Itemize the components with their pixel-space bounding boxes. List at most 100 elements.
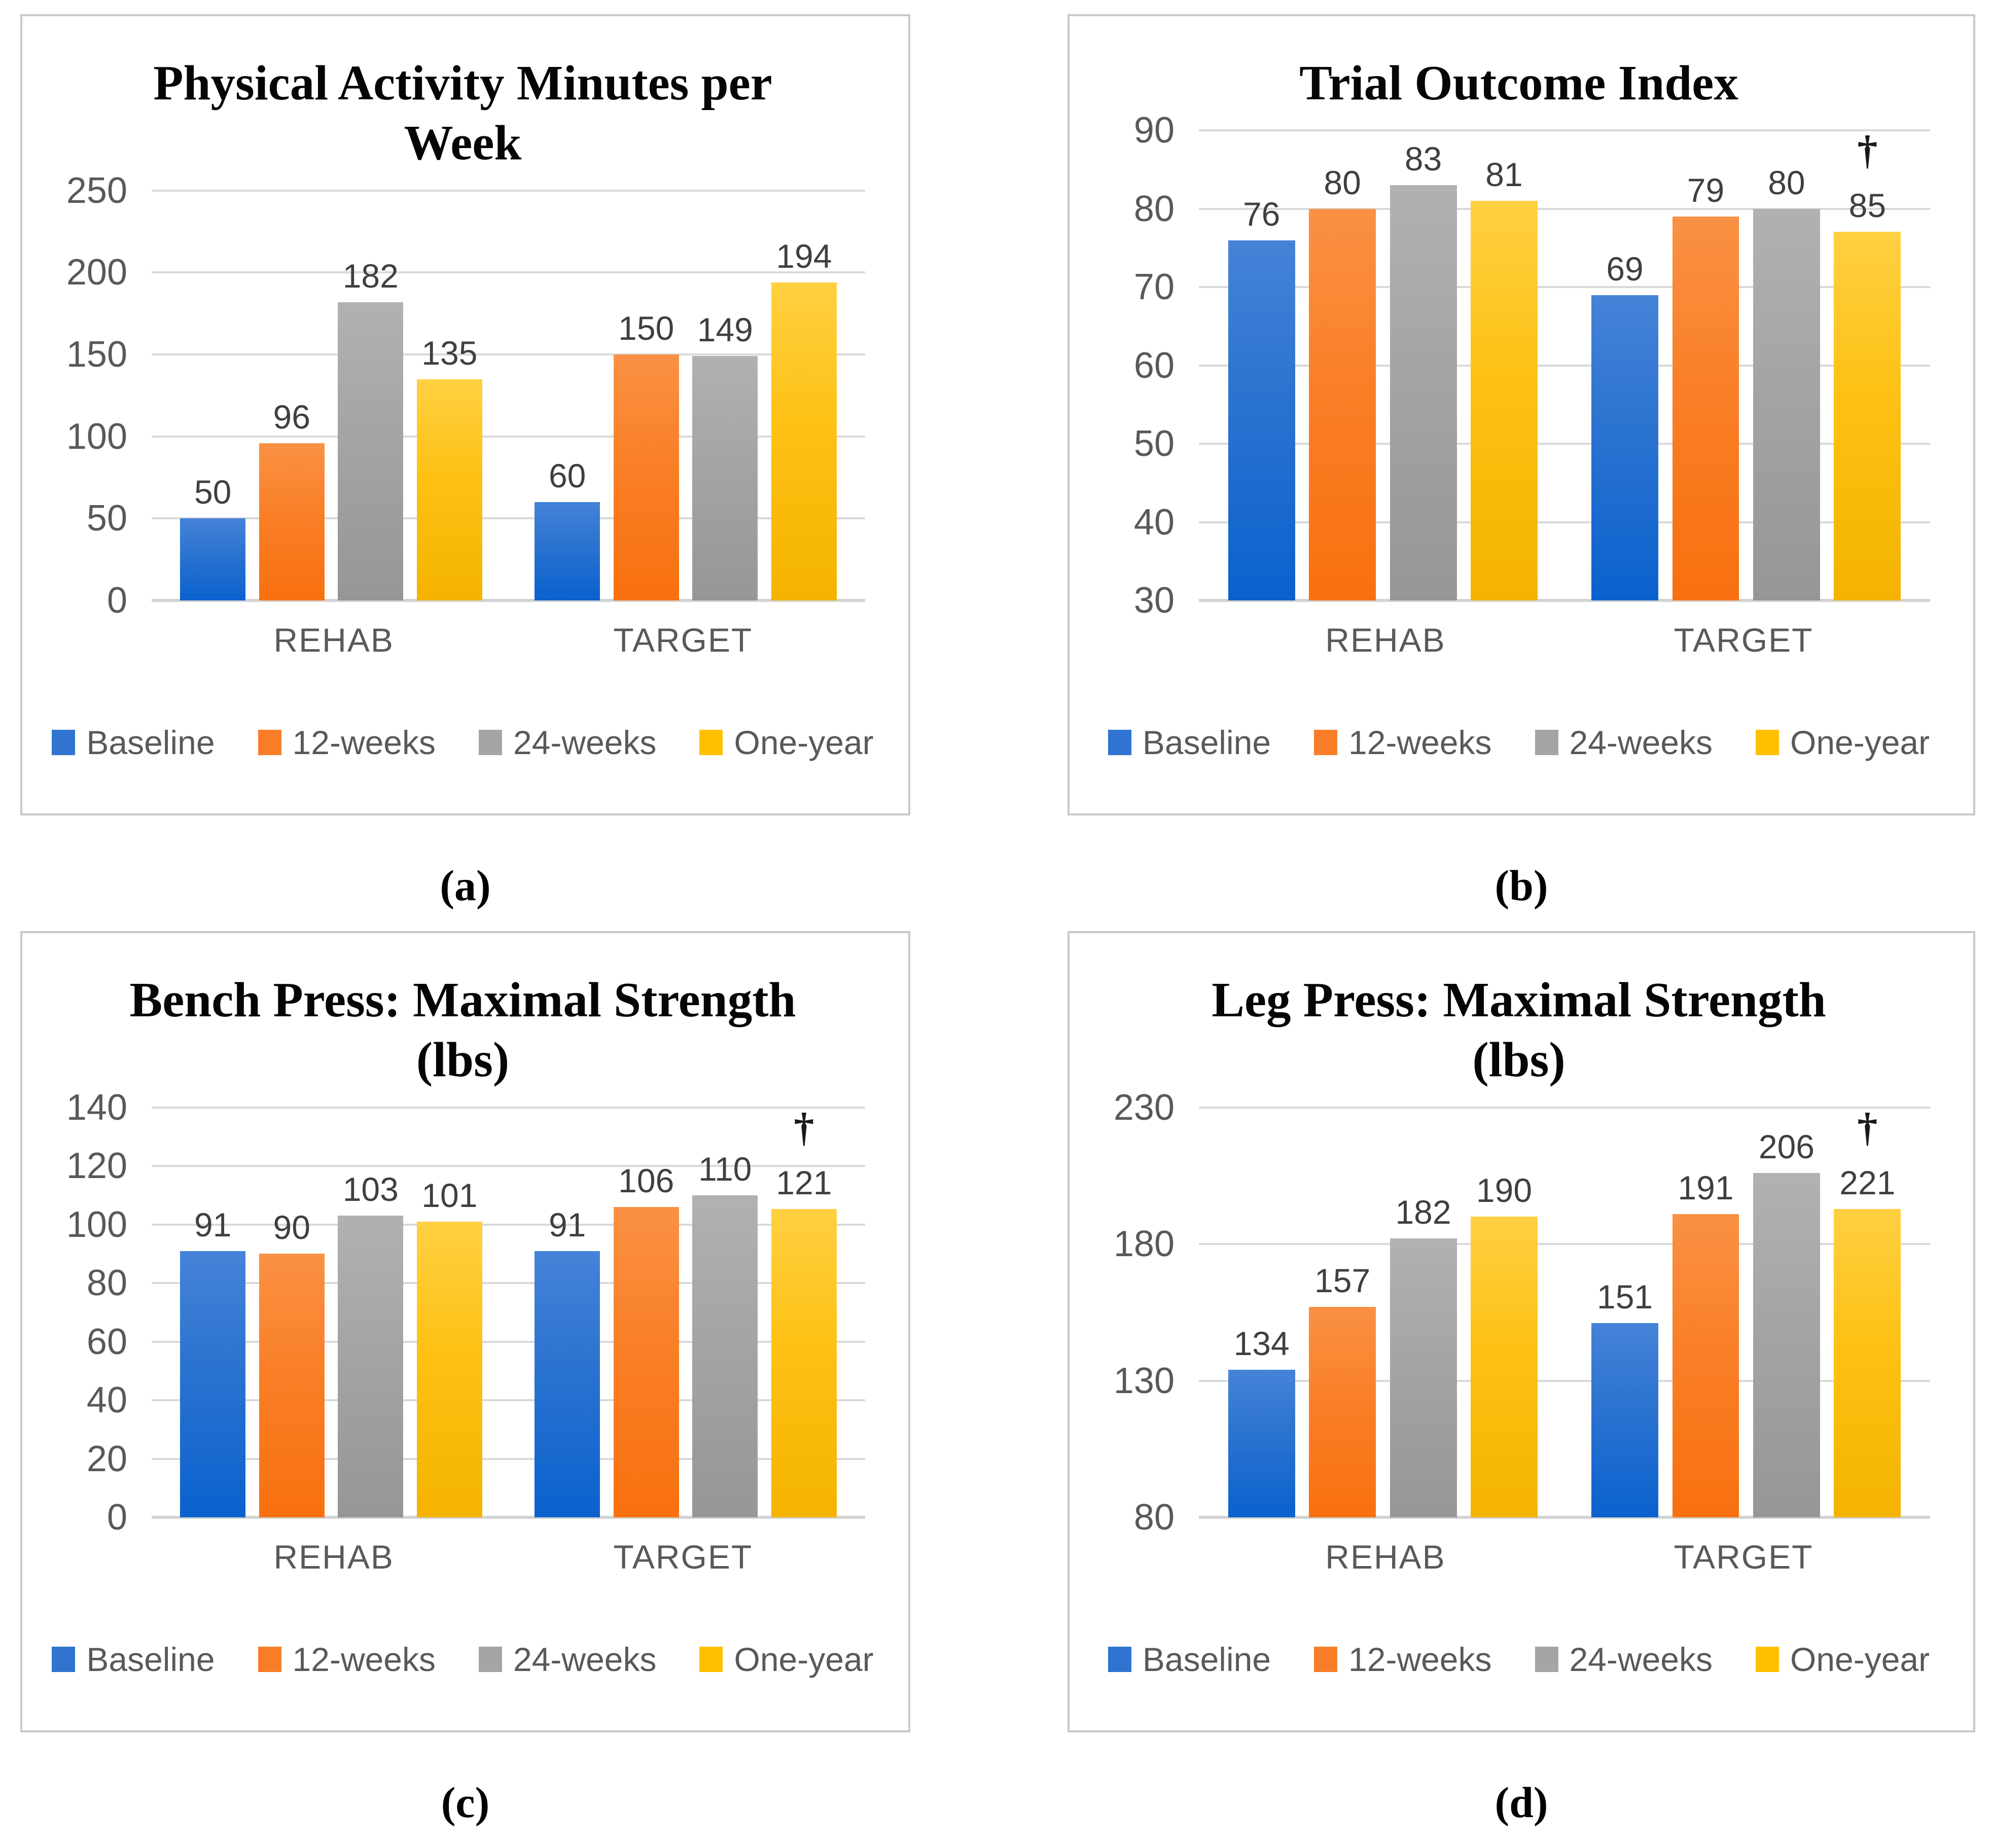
- bar-value-label: 83: [1404, 140, 1442, 178]
- gridline: [1199, 1243, 1930, 1246]
- legend: Baseline 12-weeks 24-weeks One-year: [1092, 707, 1945, 778]
- y-axis-tick-label: 70: [1133, 267, 1175, 308]
- bar-cell: 90: [259, 1108, 325, 1517]
- bar-value-label: 76: [1242, 195, 1280, 233]
- y-axis-tick-label: 100: [66, 416, 127, 457]
- bar-value-label: 79: [1687, 171, 1725, 209]
- bar-cell: 191: [1672, 1108, 1739, 1517]
- x-axis-line: [1199, 599, 1930, 602]
- dagger-icon: †: [794, 1105, 814, 1150]
- legend-swatch-icon: [479, 1647, 503, 1672]
- y-axis-tick-label: 80: [86, 1263, 127, 1304]
- gridline: [1199, 364, 1930, 367]
- bar-cell: † 121: [771, 1108, 837, 1517]
- bar-12-weeks-target: [613, 1206, 679, 1517]
- y-axis: 90 80 70 60 50 40 30: [1092, 110, 1199, 621]
- x-axis-category-label: TARGET: [613, 621, 753, 659]
- y-axis-tick-label: 40: [86, 1380, 127, 1421]
- legend-swatch-icon: [52, 730, 76, 755]
- bar-cell: 101: [416, 1108, 482, 1517]
- plot-area-row: 90 80 70 60 50 40 30 76 80 83 81 69 79 80 † 85: [1092, 110, 1945, 621]
- plot-area: 50 96 182 135 60 150 149 194: [152, 189, 865, 602]
- x-axis-group: TARGET: [535, 621, 832, 684]
- gridline: [1199, 521, 1930, 523]
- bar-value-label: 91: [194, 1205, 232, 1243]
- bar-value-label: 191: [1678, 1168, 1734, 1206]
- bar-value-label: 103: [342, 1170, 399, 1209]
- chart-title-line: Week: [404, 116, 522, 170]
- legend-swatch-icon: [1108, 730, 1131, 755]
- bar-value-label: 157: [1314, 1262, 1371, 1300]
- legend-item-baseline: Baseline: [52, 1640, 215, 1679]
- legend-label: 24-weeks: [513, 1641, 657, 1678]
- bar-one-year-rehab: [416, 1221, 482, 1517]
- bar-value-label: 206: [1758, 1128, 1814, 1165]
- x-axis-line: [1199, 1516, 1930, 1519]
- bar-cell: 149: [692, 191, 758, 600]
- bar-cell: 81: [1470, 130, 1538, 600]
- x-axis-line: [152, 1516, 865, 1519]
- legend-item-12-weeks: 12-weeks: [258, 723, 436, 762]
- y-axis-tick-label: 140: [66, 1087, 127, 1128]
- bar-24-weeks-rehab: [1390, 185, 1457, 600]
- legend-item-baseline: Baseline: [52, 723, 215, 762]
- figure-d: Leg Press: Maximal Strength (lbs) 230 180 13…: [1067, 931, 1975, 1848]
- bar-cell: 190: [1470, 1108, 1538, 1517]
- bar-value-label: 121: [776, 1163, 832, 1201]
- plot-area-row: 250 200 150 100 50 0 50 96 182 135 60 150 149 194: [45, 170, 880, 621]
- gridline: [1199, 1106, 1930, 1109]
- legend-label: Baseline: [86, 724, 215, 761]
- bar-12-weeks-rehab: [259, 443, 325, 600]
- legend-label: 24-weeks: [513, 724, 657, 761]
- legend-label: One-year: [1790, 724, 1930, 761]
- legend-label: 24-weeks: [1569, 1641, 1713, 1678]
- bar-12-weeks-rehab: [1309, 1307, 1376, 1517]
- plot-area: 134 157 182 190 151 191 206 † 221: [1199, 1106, 1930, 1519]
- bar-value-label: 81: [1485, 156, 1523, 194]
- bar-baseline-target: [535, 502, 600, 600]
- bar-cell: 150: [613, 191, 679, 600]
- legend: Baseline 12-weeks 24-weeks One-year: [45, 707, 880, 778]
- bar-value-label: 182: [342, 257, 399, 295]
- bar-value-label: 50: [194, 473, 232, 511]
- bar-baseline-rehab: [180, 518, 246, 600]
- figure-caption-a: (a): [440, 861, 491, 910]
- bar-value-label: 190: [1476, 1171, 1533, 1210]
- chart-title: Trial Outcome Index: [1108, 53, 1930, 113]
- figure-page: Physical Activity Minutes per Week 250 200 1…: [20, 14, 1975, 1827]
- y-axis-tick-label: 150: [66, 334, 127, 375]
- bar-group-target: 69 79 80 † 85: [1591, 130, 1901, 600]
- gridline: [152, 1399, 865, 1402]
- gridline: [152, 271, 865, 274]
- bar-value-label: 80: [1324, 163, 1361, 201]
- legend-label: Baseline: [1142, 724, 1271, 761]
- plot-area: 91 90 103 101 91 106 110 † 121: [152, 1106, 865, 1519]
- bar-value-label: 134: [1233, 1325, 1290, 1362]
- chart-title-line: Trial Outcome Index: [1299, 56, 1738, 110]
- legend-swatch-icon: [258, 1647, 281, 1672]
- legend-item-24-weeks: 24-weeks: [1535, 1640, 1713, 1679]
- gridline: [152, 435, 865, 438]
- bar-value-label: 182: [1395, 1193, 1451, 1231]
- x-axis-group: REHAB: [1233, 1538, 1538, 1601]
- gridline: [152, 1106, 865, 1109]
- chart-title-line: (lbs): [1472, 1033, 1565, 1087]
- y-axis-tick-label: 90: [1133, 110, 1175, 151]
- y-axis-tick-label: 120: [66, 1146, 127, 1187]
- x-axis-labels: REHAB TARGET: [152, 1517, 865, 1601]
- bar-cell: 80: [1309, 130, 1376, 600]
- x-axis-group: REHAB: [185, 621, 483, 684]
- bar-cell: 69: [1591, 130, 1659, 600]
- gridline: [152, 189, 865, 192]
- figure-caption-b: (b): [1494, 861, 1548, 910]
- bar-value-label: 91: [548, 1205, 586, 1243]
- legend-label: One-year: [1790, 1641, 1930, 1678]
- y-axis-tick-label: 30: [1133, 580, 1175, 621]
- legend-swatch-icon: [699, 730, 723, 755]
- bar-cell: 96: [259, 191, 325, 600]
- bar-group-rehab: 91 90 103 101: [180, 1108, 482, 1517]
- chart-panel-a: Physical Activity Minutes per Week 250 200 1…: [20, 14, 910, 815]
- x-axis-category-label: REHAB: [273, 1538, 394, 1576]
- legend-item-one-year: One-year: [1755, 723, 1930, 762]
- bar-12-weeks-target: [613, 354, 679, 600]
